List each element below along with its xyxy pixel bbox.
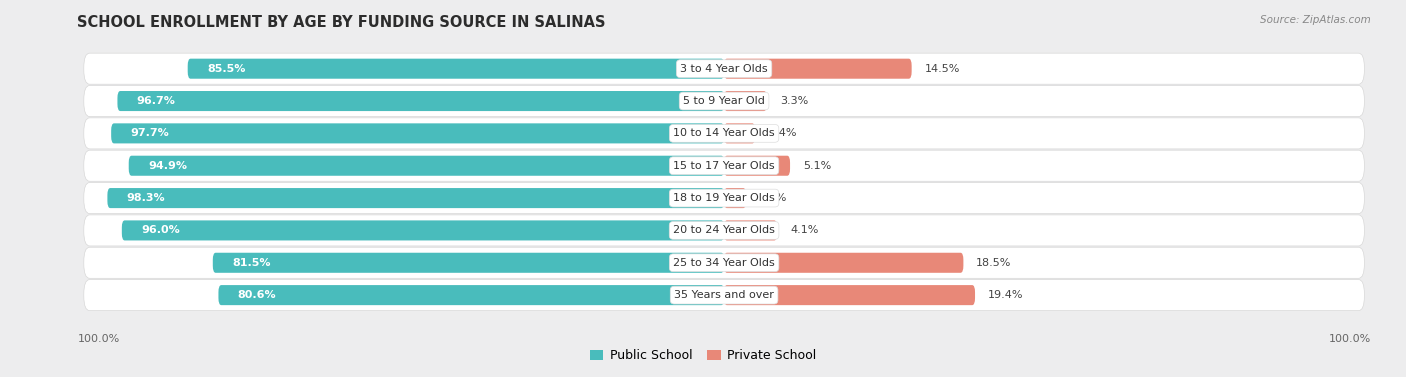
FancyBboxPatch shape [724, 188, 747, 208]
Text: 3.3%: 3.3% [780, 96, 808, 106]
FancyBboxPatch shape [724, 156, 790, 176]
FancyBboxPatch shape [122, 221, 724, 241]
Text: 20 to 24 Year Olds: 20 to 24 Year Olds [673, 225, 775, 235]
FancyBboxPatch shape [187, 59, 724, 79]
Text: 14.5%: 14.5% [925, 64, 960, 74]
Text: 3 to 4 Year Olds: 3 to 4 Year Olds [681, 64, 768, 74]
FancyBboxPatch shape [724, 221, 778, 241]
FancyBboxPatch shape [724, 123, 755, 143]
Text: 100.0%: 100.0% [1329, 334, 1371, 344]
Text: 97.7%: 97.7% [131, 129, 169, 138]
Text: 1.7%: 1.7% [759, 193, 787, 203]
FancyBboxPatch shape [84, 280, 1364, 311]
FancyBboxPatch shape [107, 188, 724, 208]
FancyBboxPatch shape [724, 285, 974, 305]
Text: 10 to 14 Year Olds: 10 to 14 Year Olds [673, 129, 775, 138]
FancyBboxPatch shape [84, 86, 1364, 116]
Text: 25 to 34 Year Olds: 25 to 34 Year Olds [673, 258, 775, 268]
FancyBboxPatch shape [84, 215, 1364, 246]
FancyBboxPatch shape [724, 91, 766, 111]
Text: 85.5%: 85.5% [207, 64, 246, 74]
Text: 18 to 19 Year Olds: 18 to 19 Year Olds [673, 193, 775, 203]
Text: 35 Years and over: 35 Years and over [673, 290, 775, 300]
Text: 5 to 9 Year Old: 5 to 9 Year Old [683, 96, 765, 106]
Text: 2.4%: 2.4% [768, 129, 797, 138]
Text: 100.0%: 100.0% [77, 334, 120, 344]
Text: SCHOOL ENROLLMENT BY AGE BY FUNDING SOURCE IN SALINAS: SCHOOL ENROLLMENT BY AGE BY FUNDING SOUR… [77, 15, 606, 30]
Text: 80.6%: 80.6% [238, 290, 277, 300]
Text: 19.4%: 19.4% [988, 290, 1024, 300]
Text: 96.0%: 96.0% [141, 225, 180, 235]
FancyBboxPatch shape [84, 247, 1364, 278]
FancyBboxPatch shape [724, 59, 911, 79]
Legend: Public School, Private School: Public School, Private School [585, 344, 821, 367]
Text: 4.1%: 4.1% [790, 225, 818, 235]
Text: 96.7%: 96.7% [136, 96, 176, 106]
Text: 5.1%: 5.1% [803, 161, 831, 171]
FancyBboxPatch shape [84, 150, 1364, 181]
Text: 18.5%: 18.5% [976, 258, 1012, 268]
FancyBboxPatch shape [218, 285, 724, 305]
FancyBboxPatch shape [84, 53, 1364, 84]
FancyBboxPatch shape [84, 118, 1364, 149]
Text: 98.3%: 98.3% [127, 193, 166, 203]
Text: 81.5%: 81.5% [232, 258, 271, 268]
Text: 15 to 17 Year Olds: 15 to 17 Year Olds [673, 161, 775, 171]
FancyBboxPatch shape [129, 156, 724, 176]
FancyBboxPatch shape [118, 91, 724, 111]
FancyBboxPatch shape [111, 123, 724, 143]
FancyBboxPatch shape [724, 253, 963, 273]
FancyBboxPatch shape [212, 253, 724, 273]
FancyBboxPatch shape [84, 182, 1364, 214]
Text: Source: ZipAtlas.com: Source: ZipAtlas.com [1260, 15, 1371, 25]
Text: 94.9%: 94.9% [148, 161, 187, 171]
